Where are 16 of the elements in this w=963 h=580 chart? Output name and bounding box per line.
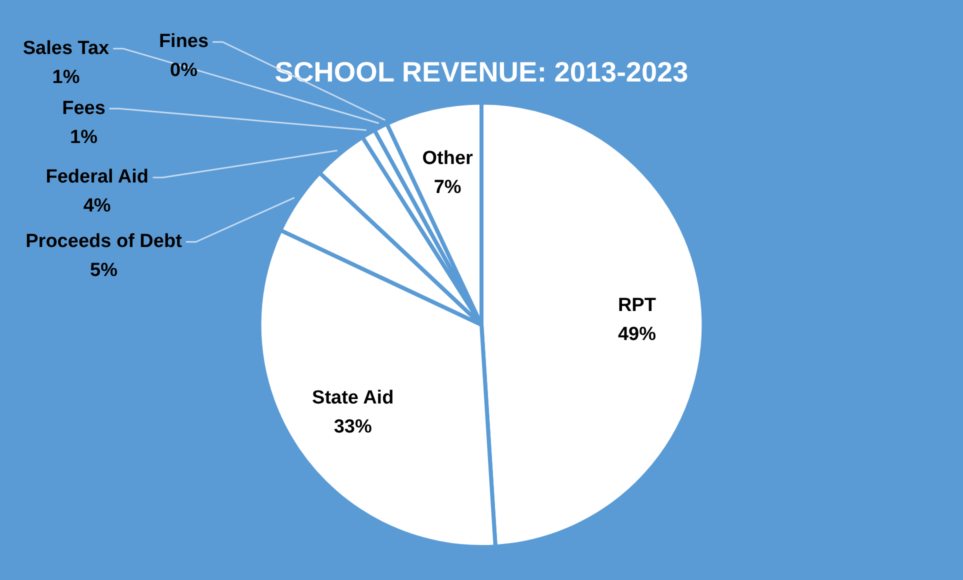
slice-label: Other [422,148,474,170]
data-label: 7% [434,177,462,198]
slice-label: Sales Tax [22,38,110,59]
data-label: 5% [90,260,118,282]
data-label: 49% [618,324,656,346]
data-label: 1% [70,126,98,148]
slice-label: State Aid [312,387,394,408]
data-label: 4% [83,196,111,217]
category-label: Fines [158,31,209,52]
slice-label: Proceeds of Debt [26,231,183,252]
slice-label: Fees [62,98,106,119]
slice-label: RPT [618,295,656,316]
data-label: 1% [52,66,80,88]
text: 0% [170,60,198,82]
data-label: 33% [334,416,372,438]
slice-label: Federal Aid [46,166,148,188]
